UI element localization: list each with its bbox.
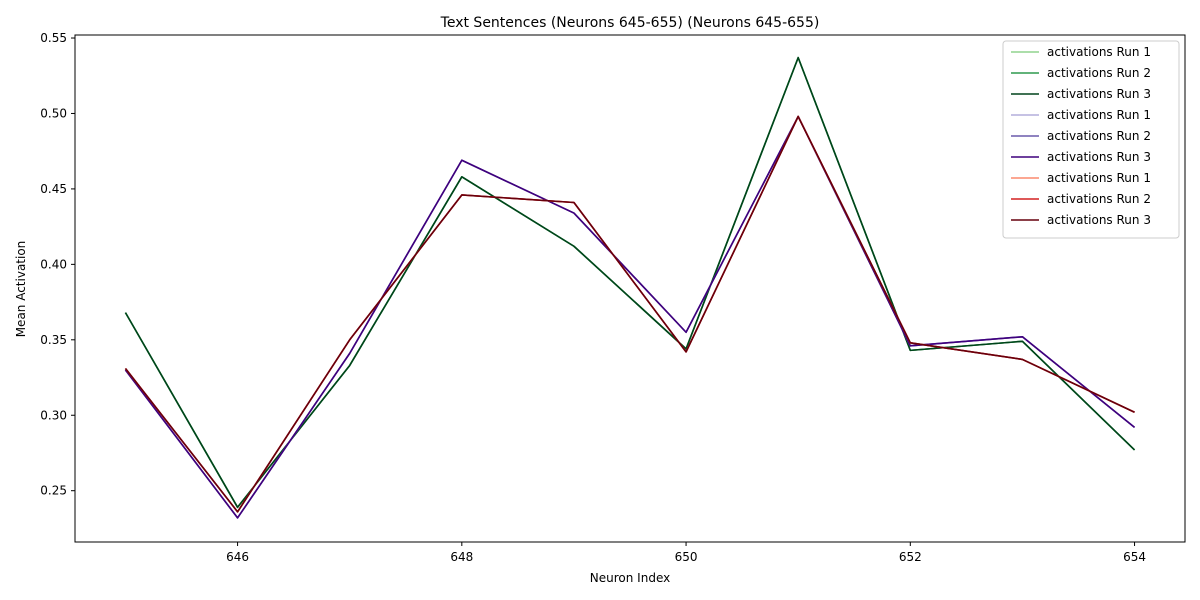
y-tick-label: 0.45 bbox=[40, 182, 67, 196]
series-line-1 bbox=[124, 56, 1136, 509]
legend-entry: activations Run 1 bbox=[1047, 108, 1151, 122]
y-tick-label: 0.40 bbox=[40, 257, 67, 271]
x-tick-label: 652 bbox=[899, 550, 922, 564]
y-tick-label: 0.35 bbox=[40, 333, 67, 347]
legend: activations Run 1 activations Run 2 activa… bbox=[1002, 40, 1180, 239]
x-tick-label: 650 bbox=[675, 550, 698, 564]
x-axis-label: Neuron Index bbox=[590, 571, 670, 585]
series-lines bbox=[124, 56, 1136, 519]
x-tick-label: 648 bbox=[450, 550, 473, 564]
y-tick-label: 0.25 bbox=[40, 484, 67, 498]
series-line-3 bbox=[124, 56, 1136, 509]
legend-entry: activations Run 3 bbox=[1047, 87, 1151, 101]
plot-frame bbox=[74, 34, 1186, 543]
legend-entry: activations Run 1 bbox=[1047, 171, 1151, 185]
legend-entry: activations Run 2 bbox=[1047, 66, 1151, 80]
y-tick-label: 0.30 bbox=[40, 408, 67, 422]
y-axis-label: Mean Activation bbox=[14, 241, 28, 338]
legend-entry: activations Run 1 bbox=[1047, 45, 1151, 59]
series-line-9 bbox=[124, 115, 1135, 513]
legend-entry: activations Run 3 bbox=[1047, 213, 1151, 227]
legend-entry: activations Run 3 bbox=[1047, 150, 1151, 164]
chart-title: Text Sentences (Neurons 645-655) (Neuron… bbox=[440, 15, 820, 31]
series-line-6 bbox=[124, 115, 1136, 519]
y-tick-label: 0.55 bbox=[40, 31, 67, 45]
x-tick-label: 646 bbox=[226, 550, 249, 564]
legend-entry: activations Run 2 bbox=[1047, 129, 1151, 143]
series-line-2 bbox=[124, 56, 1136, 509]
axes: 646 648 650 652 654 0.25 0.30 0.35 0.40 0.45 0.50 0… bbox=[40, 31, 1186, 564]
x-tick-label: 654 bbox=[1123, 550, 1146, 564]
legend-entry: activations Run 2 bbox=[1047, 192, 1151, 206]
legend-box bbox=[1002, 40, 1180, 239]
y-tick-label: 0.50 bbox=[40, 106, 67, 120]
